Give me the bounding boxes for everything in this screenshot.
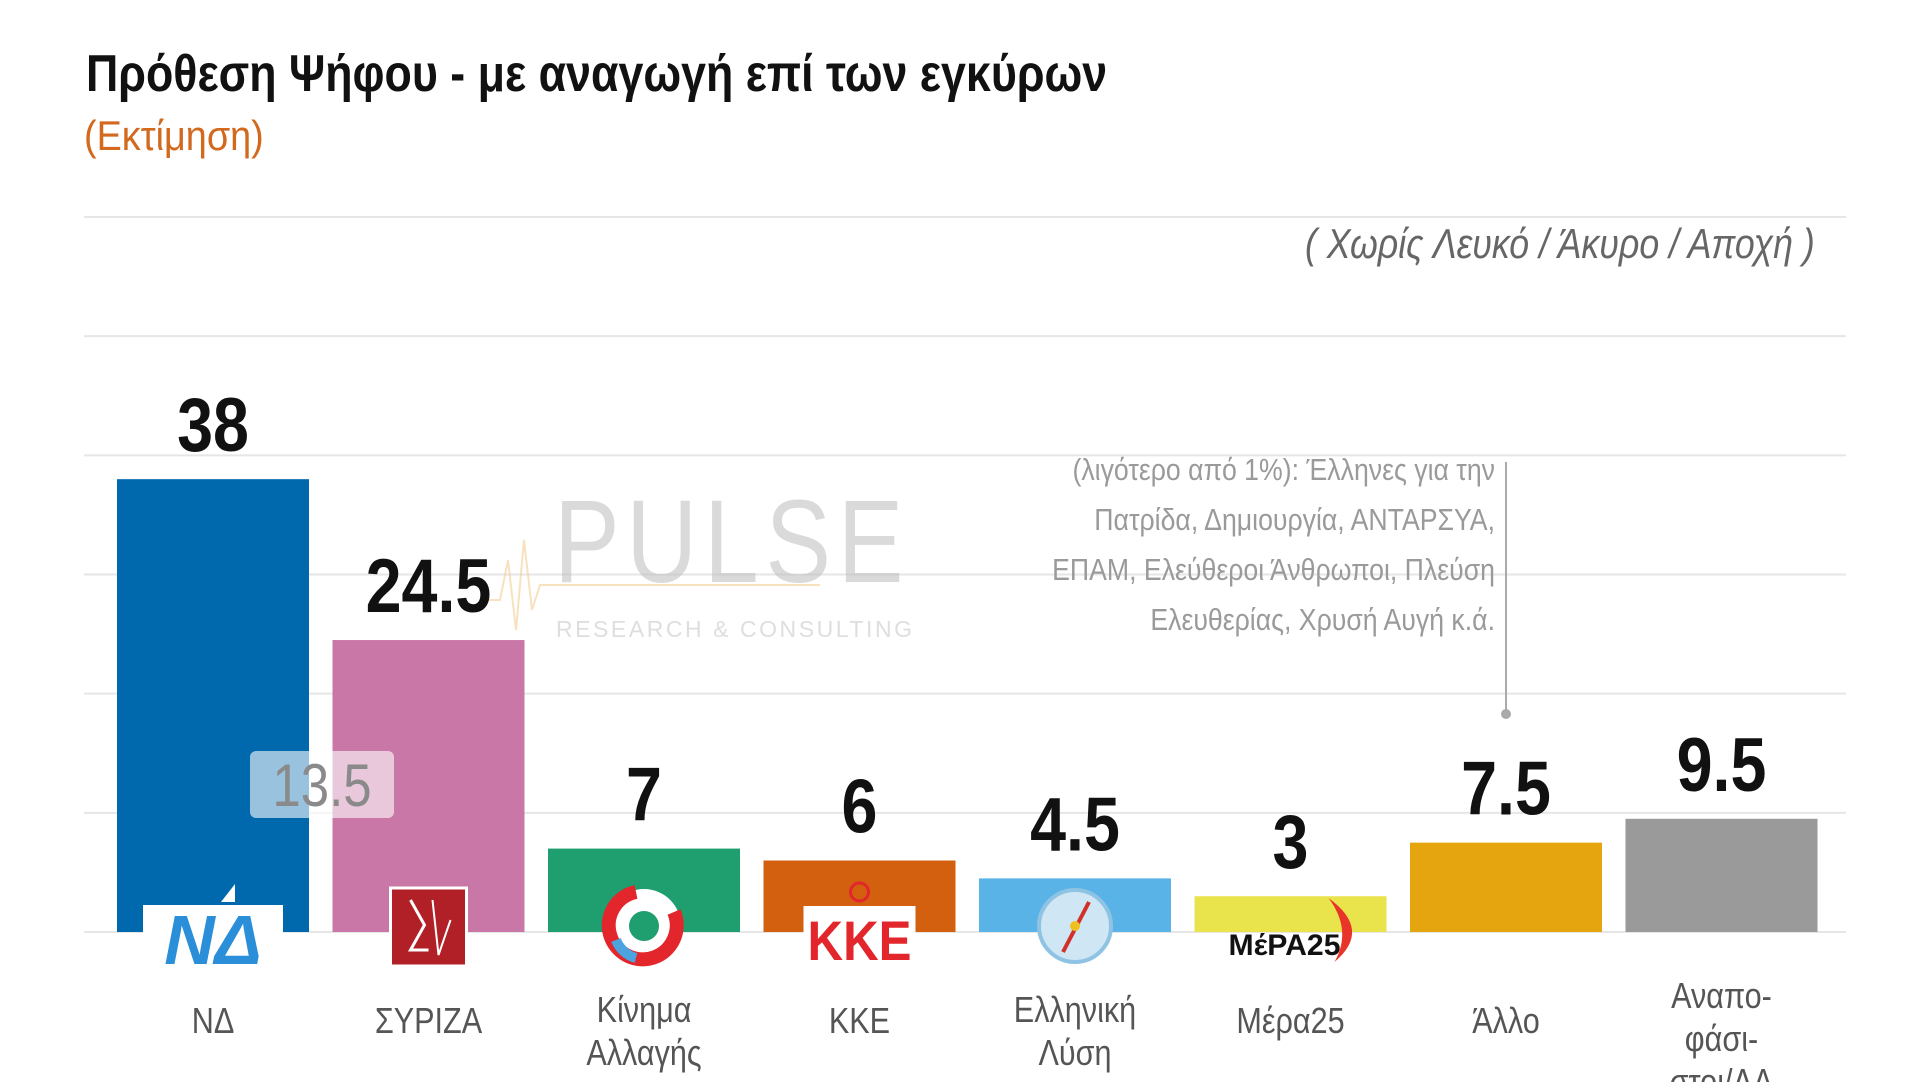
overlay-label: 13.5	[272, 752, 371, 819]
annotation-line: (λιγότερο από 1%): Έλληνες για την	[1072, 453, 1495, 487]
category-label: ΣΥΡΙΖΑ	[375, 1002, 483, 1042]
bar-7	[1625, 818, 1818, 932]
bar-5	[1194, 896, 1387, 932]
kke-logo-text: ΚΚΕ	[808, 909, 912, 972]
nd-logo-flame	[221, 884, 235, 902]
category-label: Μέρα25	[1236, 1002, 1344, 1042]
elliniki-lysi-logo-center	[1070, 921, 1080, 931]
value-label: 9.5	[1677, 722, 1767, 807]
mera25-logo-swoosh	[1328, 898, 1353, 962]
overlay-box-bg	[250, 751, 394, 818]
value-label: 38	[177, 382, 249, 467]
chart-title: Πρόθεση Ψήφου - με αναγωγή επί των εγκύρ…	[86, 45, 1108, 103]
bar-0	[117, 479, 309, 932]
annotation-line: Πατρίδα, Δημιουργία, ΑΝΤΑΡΣΥΑ,	[1094, 503, 1495, 537]
value-label: 3	[1273, 799, 1309, 884]
value-label: 7.5	[1461, 746, 1551, 831]
syriza-logo-star	[431, 899, 452, 956]
annotation-line: Ελευθερίας, Χρυσή Αυγή κ.ά.	[1150, 603, 1495, 637]
syriza-logo-sigma	[407, 899, 429, 952]
value-label: 24.5	[366, 543, 492, 628]
watermark-pulse-line	[488, 539, 820, 631]
kke-logo-hammer-sickle	[849, 881, 870, 903]
category-label: Αναπο-	[1671, 977, 1772, 1017]
category-label: Αλλαγής	[586, 1034, 701, 1074]
overlay-value-box: 13.5	[250, 751, 394, 819]
category-label: Ελληνική	[1014, 991, 1136, 1031]
chart-note: ( Χωρίς Λευκό / Άκυρο / Αποχή )	[1305, 220, 1815, 267]
syriza-logo-icon	[389, 886, 468, 968]
category-label: στοι/ΔΑ	[1670, 1063, 1774, 1082]
watermark-tagline: RESEARCH & CONSULTING	[556, 616, 912, 642]
watermark: PULSE RESEARCH & CONSULTING	[488, 476, 912, 642]
value-label: 4.5	[1030, 781, 1120, 866]
annotation-line: ΕΠΑΜ, Ελεύθεροι Άνθρωποι, Πλεύση	[1052, 553, 1495, 587]
annotation: (λιγότερο από 1%): Έλληνες για την Πατρίδ…	[1052, 453, 1511, 719]
annotation-dot	[1501, 709, 1511, 719]
mera25-logo-text: ΜέΡΑ25	[1229, 929, 1341, 962]
kinal-logo-icon	[601, 885, 684, 967]
value-label: 6	[842, 764, 878, 849]
kinal-logo-blue	[611, 937, 638, 963]
category-label: ΝΔ	[192, 1002, 235, 1042]
category-label: Άλλο	[1472, 1002, 1540, 1042]
nd-logo-bg	[143, 905, 283, 967]
kinal-logo-green	[629, 911, 659, 941]
watermark-name: PULSE	[554, 476, 910, 608]
category-label: Λύση	[1038, 1034, 1111, 1074]
category-label: ΚΚΕ	[829, 1002, 890, 1042]
chart-subtitle: (Εκτίμηση)	[84, 112, 264, 159]
nd-logo-text: ΝΔ	[164, 901, 262, 979]
mera25-logo-icon: ΜέΡΑ25	[1229, 898, 1353, 962]
category-label: Κίνημα	[597, 991, 692, 1031]
kke-logo-bg	[803, 906, 916, 968]
value-label: 7	[626, 752, 662, 837]
elliniki-lysi-logo-icon	[1037, 888, 1113, 964]
category-label: φάσι-	[1685, 1020, 1758, 1060]
kke-logo-icon: ΚΚΕ	[803, 881, 916, 972]
syriza-logo-bg	[389, 886, 468, 968]
nd-logo-icon: ΝΔ	[143, 884, 283, 979]
bar-6	[1410, 842, 1602, 932]
